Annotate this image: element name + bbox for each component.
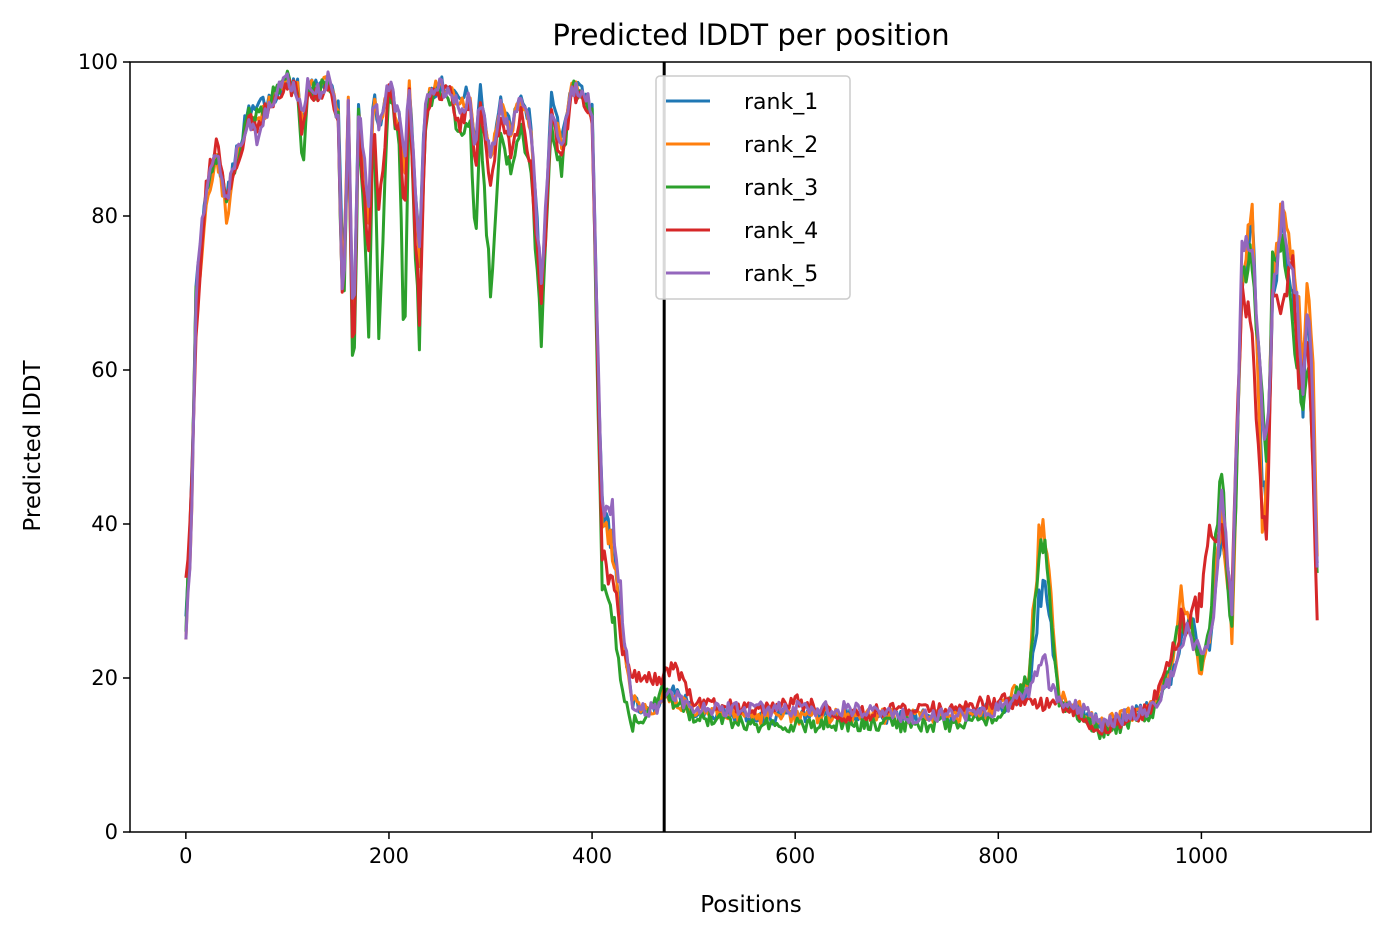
y-axis-label: Predicted lDDT [20, 359, 46, 531]
series-line-rank_4 [184, 78, 1319, 736]
chart-title: Predicted lDDT per position [552, 18, 949, 52]
series-line-rank_2 [184, 75, 1319, 730]
y-tick-label: 0 [105, 820, 118, 844]
x-tick-label: 200 [369, 844, 409, 868]
legend-label-rank_2: rank_2 [744, 133, 818, 158]
y-tick-label: 20 [91, 666, 118, 690]
y-tick-label: 100 [78, 50, 118, 74]
x-tick-label: 1000 [1175, 844, 1228, 868]
x-tick-label: 600 [775, 844, 815, 868]
legend-box [655, 75, 851, 300]
plot-frame [129, 61, 1372, 833]
x-axis-ticks: 0 200 400 600 800 1000 [179, 832, 1228, 868]
x-tick-label: 0 [179, 844, 192, 868]
series-line-rank_5 [184, 70, 1319, 733]
y-axis-ticks: 0 20 40 60 80 100 [78, 50, 130, 844]
legend-label-rank_4: rank_4 [744, 219, 818, 244]
x-tick-label: 400 [572, 844, 612, 868]
series-layer [184, 69, 1319, 741]
legend-label-rank_5: rank_5 [744, 262, 818, 287]
x-tick-label: 800 [978, 844, 1018, 868]
legend-label-rank_1: rank_1 [744, 90, 818, 115]
legend-label-rank_3: rank_3 [744, 176, 818, 201]
y-tick-label: 40 [91, 512, 118, 536]
y-tick-label: 80 [91, 204, 118, 228]
x-axis-label: Positions [700, 892, 802, 918]
y-tick-label: 60 [91, 358, 118, 382]
legend: rank_1 rank_2 rank_3 rank_4 rank_5 [655, 75, 851, 300]
